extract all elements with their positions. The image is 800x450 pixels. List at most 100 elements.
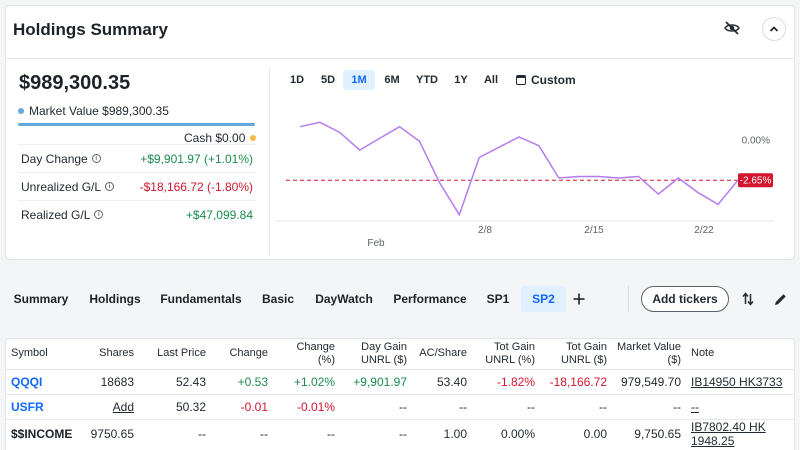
market-value-cell: -- [612,393,686,419]
tot-gain-pct-cell: -- [472,393,540,419]
info-icon[interactable]: i [94,210,104,219]
holdings-summary-card: Holdings Summary $989,300.35 Market Valu… [5,5,795,260]
sort-button[interactable] [738,289,758,309]
tab-basic[interactable]: Basic [261,292,295,306]
ac-share-cell[interactable]: 53.40 [412,368,472,394]
range-1d-button[interactable]: 1D [289,74,305,86]
range-1y-button[interactable]: 1Y [454,74,468,86]
note-link[interactable]: IB14950 HK3733 [691,374,783,389]
tab-daywatch[interactable]: DayWatch [315,292,373,306]
hide-values-button[interactable] [720,16,744,40]
day-gain-cell: -- [340,393,412,419]
tot-gain-pct-cell: 0.00% [472,418,540,448]
range-all-button[interactable]: All [483,74,499,86]
baseline-label: 0.00% [742,135,770,146]
col-header-tot-gain-usd[interactable]: Tot Gain UNRL ($) [560,340,607,366]
col-header-day-gain[interactable]: Day Gain UNRL ($) [360,340,407,366]
series-line [299,121,739,217]
range-ytd-button[interactable]: YTD [416,74,438,86]
tab-sp2[interactable]: SP2 [521,286,566,312]
change-pct-cell: -- [273,418,340,448]
last-price-cell: 50.32 [139,393,211,419]
market-value-dot [18,108,24,114]
holdings-table: Symbol Shares Last Price Change Change (… [6,339,794,448]
stat-label-text: Unrealized G/L [21,179,102,194]
stat-label: Realized G/L i [21,207,104,222]
table-header-row: Symbol Shares Last Price Change Change (… [6,339,794,369]
tab-sp1[interactable]: SP1 [486,292,510,306]
last-price-cell: -- [139,418,211,448]
market-value-cell: 979,549.70 [612,368,686,394]
info-icon[interactable]: i [91,154,101,163]
market-value-label: Market Value $989,300.35 [29,104,169,118]
col-header-symbol[interactable]: Symbol [11,347,48,360]
col-header-ac-share[interactable]: AC/Share [419,347,467,360]
collapse-button[interactable] [762,17,786,41]
month-label: Feb [367,238,385,249]
stat-row-unrealized: Unrealized G/L i -$18,166.72 (-1.80%) [18,172,256,200]
stat-row-day-change: Day Change i +$9,901.97 (+1.01%) [18,144,256,172]
col-header-change[interactable]: Change [229,347,268,360]
range-6m-button[interactable]: 6M [384,74,400,86]
pencil-icon [774,293,786,305]
stat-value: +$47,099.84 [185,207,253,222]
tot-gain-usd-cell: -18,166.72 [540,368,612,394]
eye-off-icon [724,21,740,35]
note-link[interactable]: -- [691,399,699,414]
x-tick-label: 2/8 [478,225,492,236]
range-custom-button[interactable]: Custom [516,70,576,90]
add-shares-link[interactable]: Add [112,399,134,414]
add-tickers-button[interactable]: Add tickers [641,286,729,312]
tab-fundamentals[interactable]: Fundamentals [160,292,242,306]
stat-row-realized: Realized G/L i +$47,099.84 [18,200,256,228]
tab-performance[interactable]: Performance [393,292,467,306]
last-price-cell: 52.43 [139,368,211,394]
plus-icon [573,293,585,305]
range-1m-button[interactable]: 1M [343,70,375,90]
table-row: QQQI 18683 52.43 +0.53 +1.02% +9,901.97 … [6,368,794,394]
header-divider [6,58,794,59]
add-view-button[interactable] [570,288,588,310]
col-header-change-pct[interactable]: Change (%) [296,340,335,366]
holdings-summary-title: Holdings Summary [13,20,168,39]
col-header-note[interactable]: Note [691,347,715,360]
edit-button[interactable] [770,289,790,309]
info-icon[interactable]: i [105,182,115,191]
change-pct-cell: -0.01% [273,393,340,419]
custom-label: Custom [531,73,576,87]
symbol-link[interactable]: USFR [11,399,44,414]
cash-label: Cash $0.00 [184,131,246,145]
stat-label-text: Realized G/L [21,207,91,222]
holdings-table-card: Symbol Shares Last Price Change Change (… [5,338,795,450]
col-header-shares[interactable]: Shares [99,347,134,360]
col-header-market-value[interactable]: Market Value ($) [617,340,681,366]
performance-chart: 0.00% -2.65% 2/8 2/15 2/22 Feb [276,121,774,249]
market-value-bar [18,123,255,126]
stat-label-text: Day Change [21,151,88,166]
stat-value: -$18,166.72 (-1.80%) [139,179,253,194]
view-tabs: Summary Holdings Fundamentals Basic DayW… [0,286,800,312]
tot-gain-pct-cell: -1.82% [472,368,540,394]
tab-summary[interactable]: Summary [13,292,69,306]
tab-holdings[interactable]: Holdings [89,292,141,306]
day-gain-cell: +9,901.97 [340,368,412,394]
ac-share-cell[interactable]: -- [412,393,472,419]
cash-row: Cash $0.00 [184,131,257,145]
sort-arrows-icon [742,292,754,306]
col-header-last-price[interactable]: Last Price [157,347,206,360]
x-tick-label: 2/22 [694,225,714,236]
note-link[interactable]: IB7802.40 HK 1948.25 [691,419,766,448]
cash-dot [250,135,257,141]
col-header-tot-gain-pct[interactable]: Tot Gain UNRL (%) [485,340,535,366]
table-row: USFR Add 50.32 -0.01 -0.01% -- -- -- -- … [6,393,794,419]
range-5d-button[interactable]: 5D [320,74,336,86]
tot-gain-usd-cell: 0.00 [540,418,612,448]
ac-share-cell[interactable]: 1.00 [412,418,472,448]
symbol-link[interactable]: QQQI [11,374,43,389]
stat-value: +$9,901.97 (+1.01%) [140,151,253,166]
current-value-label: -2.65% [740,176,772,187]
shares-cell[interactable]: 9750.65 [84,418,139,448]
market-value-row: Market Value $989,300.35 [18,104,169,118]
shares-cell[interactable]: 18683 [84,368,139,394]
symbol-link[interactable]: $$INCOME [11,426,73,441]
